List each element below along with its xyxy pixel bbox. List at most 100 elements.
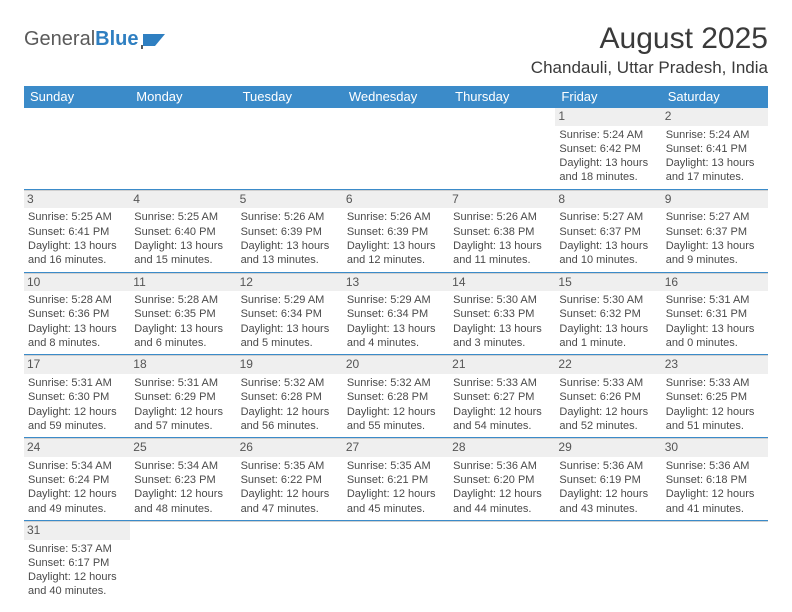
calendar-cell: 28Sunrise: 5:36 AMSunset: 6:20 PMDayligh… <box>449 438 555 520</box>
calendar-week: 1Sunrise: 5:24 AMSunset: 6:42 PMDaylight… <box>24 108 768 190</box>
sunrise-text: Sunrise: 5:33 AM <box>453 376 551 390</box>
sunset-text: Sunset: 6:23 PM <box>134 473 232 487</box>
day-number: 23 <box>662 356 768 374</box>
calendar-cell <box>24 108 130 189</box>
calendar-cell <box>449 521 555 603</box>
calendar-cell: 14Sunrise: 5:30 AMSunset: 6:33 PMDayligh… <box>449 273 555 355</box>
day-number: 4 <box>130 191 236 209</box>
calendar: Sunday Monday Tuesday Wednesday Thursday… <box>24 86 768 603</box>
daylight-text: Daylight: 13 hours <box>347 322 445 336</box>
sunrise-text: Sunrise: 5:27 AM <box>559 210 657 224</box>
day-number: 24 <box>24 439 130 457</box>
day-number: 1 <box>555 108 661 126</box>
daylight-text: Daylight: 13 hours <box>559 239 657 253</box>
weekday-label: Tuesday <box>237 86 343 108</box>
day-number: 6 <box>343 191 449 209</box>
weekday-label: Sunday <box>24 86 130 108</box>
calendar-cell: 27Sunrise: 5:35 AMSunset: 6:21 PMDayligh… <box>343 438 449 520</box>
sunrise-text: Sunrise: 5:33 AM <box>559 376 657 390</box>
daylight-text-2: and 16 minutes. <box>28 253 126 267</box>
daylight-text: Daylight: 13 hours <box>559 156 657 170</box>
sunset-text: Sunset: 6:31 PM <box>666 307 764 321</box>
weekday-label: Thursday <box>449 86 555 108</box>
daylight-text: Daylight: 13 hours <box>134 239 232 253</box>
sunrise-text: Sunrise: 5:31 AM <box>134 376 232 390</box>
daylight-text: Daylight: 12 hours <box>134 487 232 501</box>
calendar-cell: 11Sunrise: 5:28 AMSunset: 6:35 PMDayligh… <box>130 273 236 355</box>
weekday-label: Monday <box>130 86 236 108</box>
calendar-cell: 3Sunrise: 5:25 AMSunset: 6:41 PMDaylight… <box>24 190 130 272</box>
sunrise-text: Sunrise: 5:27 AM <box>666 210 764 224</box>
logo-text-2: Blue <box>95 28 138 51</box>
sunset-text: Sunset: 6:24 PM <box>28 473 126 487</box>
daylight-text: Daylight: 12 hours <box>559 487 657 501</box>
daylight-text-2: and 18 minutes. <box>559 170 657 184</box>
calendar-cell: 7Sunrise: 5:26 AMSunset: 6:38 PMDaylight… <box>449 190 555 272</box>
sunset-text: Sunset: 6:32 PM <box>559 307 657 321</box>
calendar-cell: 20Sunrise: 5:32 AMSunset: 6:28 PMDayligh… <box>343 355 449 437</box>
daylight-text: Daylight: 13 hours <box>666 156 764 170</box>
sunset-text: Sunset: 6:41 PM <box>28 225 126 239</box>
sunset-text: Sunset: 6:27 PM <box>453 390 551 404</box>
daylight-text-2: and 52 minutes. <box>559 419 657 433</box>
sunset-text: Sunset: 6:19 PM <box>559 473 657 487</box>
daylight-text: Daylight: 13 hours <box>559 322 657 336</box>
calendar-week: 10Sunrise: 5:28 AMSunset: 6:36 PMDayligh… <box>24 273 768 356</box>
sunrise-text: Sunrise: 5:37 AM <box>28 542 126 556</box>
day-number: 3 <box>24 191 130 209</box>
sunrise-text: Sunrise: 5:36 AM <box>559 459 657 473</box>
calendar-cell <box>130 521 236 603</box>
daylight-text-2: and 48 minutes. <box>134 502 232 516</box>
sunrise-text: Sunrise: 5:29 AM <box>347 293 445 307</box>
daylight-text-2: and 4 minutes. <box>347 336 445 350</box>
sunset-text: Sunset: 6:29 PM <box>134 390 232 404</box>
daylight-text-2: and 40 minutes. <box>28 584 126 598</box>
day-number: 30 <box>662 439 768 457</box>
calendar-cell <box>555 521 661 603</box>
daylight-text: Daylight: 12 hours <box>666 405 764 419</box>
calendar-cell: 17Sunrise: 5:31 AMSunset: 6:30 PMDayligh… <box>24 355 130 437</box>
sunrise-text: Sunrise: 5:34 AM <box>134 459 232 473</box>
sunset-text: Sunset: 6:21 PM <box>347 473 445 487</box>
daylight-text-2: and 54 minutes. <box>453 419 551 433</box>
calendar-cell: 2Sunrise: 5:24 AMSunset: 6:41 PMDaylight… <box>662 108 768 189</box>
calendar-cell: 19Sunrise: 5:32 AMSunset: 6:28 PMDayligh… <box>237 355 343 437</box>
sunrise-text: Sunrise: 5:26 AM <box>347 210 445 224</box>
calendar-cell: 8Sunrise: 5:27 AMSunset: 6:37 PMDaylight… <box>555 190 661 272</box>
calendar-cell: 16Sunrise: 5:31 AMSunset: 6:31 PMDayligh… <box>662 273 768 355</box>
logo: GeneralBlue <box>24 28 167 51</box>
weekday-label: Wednesday <box>343 86 449 108</box>
day-number: 8 <box>555 191 661 209</box>
calendar-cell: 12Sunrise: 5:29 AMSunset: 6:34 PMDayligh… <box>237 273 343 355</box>
day-number: 14 <box>449 274 555 292</box>
daylight-text-2: and 13 minutes. <box>241 253 339 267</box>
daylight-text-2: and 10 minutes. <box>559 253 657 267</box>
daylight-text-2: and 15 minutes. <box>134 253 232 267</box>
calendar-cell: 15Sunrise: 5:30 AMSunset: 6:32 PMDayligh… <box>555 273 661 355</box>
daylight-text-2: and 5 minutes. <box>241 336 339 350</box>
calendar-cell <box>343 108 449 189</box>
sunset-text: Sunset: 6:20 PM <box>453 473 551 487</box>
daylight-text: Daylight: 12 hours <box>453 405 551 419</box>
daylight-text: Daylight: 12 hours <box>559 405 657 419</box>
sunrise-text: Sunrise: 5:26 AM <box>453 210 551 224</box>
sunrise-text: Sunrise: 5:31 AM <box>666 293 764 307</box>
weekday-header: Sunday Monday Tuesday Wednesday Thursday… <box>24 86 768 108</box>
daylight-text: Daylight: 13 hours <box>453 239 551 253</box>
day-number: 7 <box>449 191 555 209</box>
sunset-text: Sunset: 6:34 PM <box>347 307 445 321</box>
sunset-text: Sunset: 6:34 PM <box>241 307 339 321</box>
day-number: 17 <box>24 356 130 374</box>
daylight-text: Daylight: 12 hours <box>241 405 339 419</box>
sunset-text: Sunset: 6:17 PM <box>28 556 126 570</box>
sunset-text: Sunset: 6:30 PM <box>28 390 126 404</box>
calendar-cell <box>130 108 236 189</box>
daylight-text: Daylight: 12 hours <box>241 487 339 501</box>
sunrise-text: Sunrise: 5:24 AM <box>666 128 764 142</box>
daylight-text-2: and 59 minutes. <box>28 419 126 433</box>
daylight-text: Daylight: 13 hours <box>134 322 232 336</box>
calendar-cell <box>343 521 449 603</box>
daylight-text: Daylight: 12 hours <box>28 487 126 501</box>
daylight-text-2: and 43 minutes. <box>559 502 657 516</box>
calendar-cell: 24Sunrise: 5:34 AMSunset: 6:24 PMDayligh… <box>24 438 130 520</box>
